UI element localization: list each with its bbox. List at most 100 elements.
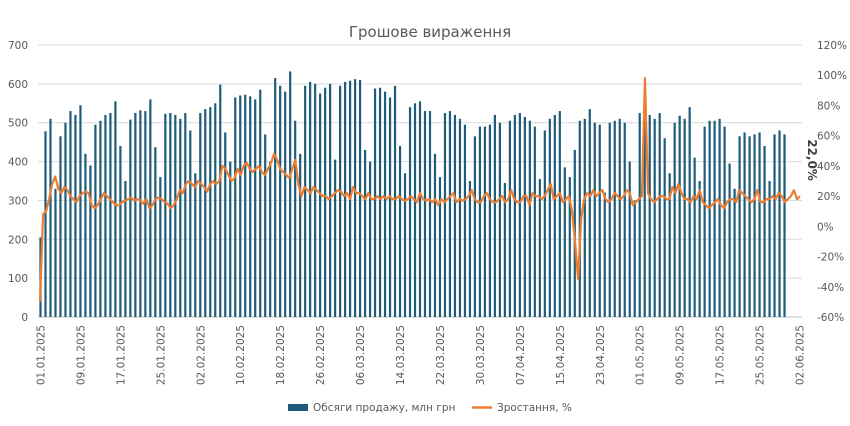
x-tick-label: 25.01.2025 — [155, 325, 167, 385]
bar — [553, 114, 556, 317]
x-tick-label: 23.04.2025 — [595, 325, 607, 385]
bar — [688, 107, 691, 318]
bar — [363, 149, 367, 317]
bar — [139, 110, 142, 317]
y-right-tick-label: 60% — [817, 131, 840, 143]
bar — [718, 118, 721, 317]
bar — [523, 116, 526, 317]
bar — [234, 97, 237, 317]
y-left-tick-label: 700 — [8, 40, 28, 52]
bar — [353, 79, 357, 318]
bar — [518, 113, 521, 317]
bar — [309, 81, 312, 318]
bar — [249, 96, 252, 317]
bar — [314, 83, 317, 317]
bar — [254, 99, 257, 318]
bar — [763, 146, 766, 317]
y-left-tick-label: 300 — [8, 195, 28, 207]
bar — [279, 85, 282, 317]
bar — [244, 94, 247, 317]
bar — [653, 118, 656, 317]
y-axis-left: 0 100 200 300 400 500 600 700 — [8, 40, 28, 324]
bar — [343, 81, 347, 318]
bar — [663, 138, 666, 317]
bar — [44, 131, 47, 317]
bar — [738, 136, 741, 317]
bar — [558, 111, 561, 317]
y-right-tick-label: 120% — [817, 40, 847, 52]
y-right-tick-label: 80% — [817, 100, 840, 112]
bar — [598, 124, 601, 318]
y-left-tick-label: 0 — [21, 312, 28, 324]
bar — [383, 91, 387, 317]
bar — [59, 136, 62, 317]
growth-line — [38, 77, 801, 302]
bar — [463, 124, 467, 318]
bar — [578, 120, 581, 318]
bar — [778, 130, 781, 317]
bar — [319, 93, 322, 317]
bar — [264, 134, 267, 317]
bar — [304, 85, 307, 317]
bar — [478, 126, 482, 317]
bar — [593, 122, 596, 317]
bar — [408, 107, 412, 318]
x-tick-label: 02.06.2025 — [795, 325, 807, 385]
legend-swatch-bars — [288, 404, 308, 411]
bar — [289, 71, 292, 318]
bar — [99, 120, 102, 318]
x-tick-label: 22.03.2025 — [435, 325, 447, 385]
bar — [339, 85, 342, 317]
bar — [468, 181, 472, 317]
bar — [169, 113, 172, 317]
bar — [483, 126, 487, 317]
bar — [678, 115, 681, 317]
y-right-tick-label: -40% — [817, 282, 844, 294]
bar — [698, 181, 701, 317]
bar — [733, 188, 736, 317]
bar — [658, 113, 661, 317]
bar — [94, 124, 97, 318]
bar — [64, 122, 67, 317]
bar — [418, 101, 422, 317]
bar — [633, 200, 636, 317]
bar — [503, 182, 506, 317]
y-right-tick-label: -20% — [817, 252, 844, 264]
bar — [758, 132, 761, 317]
bar — [568, 177, 571, 317]
x-axis: 01.01.2025 09.01.2025 17.01.2025 25.01.2025… — [36, 325, 807, 385]
x-tick-label: 09.01.2025 — [75, 325, 87, 385]
bar — [603, 192, 606, 317]
x-tick-label: 10.02.2025 — [235, 325, 247, 385]
bar — [683, 118, 686, 317]
bar — [49, 118, 52, 317]
bar — [548, 118, 551, 317]
bar — [423, 111, 427, 317]
bar — [613, 120, 616, 318]
bar — [493, 114, 497, 317]
bar — [773, 134, 776, 317]
bar — [433, 153, 437, 317]
bar — [723, 126, 726, 317]
bar — [448, 111, 452, 317]
bar — [563, 167, 566, 317]
bar — [334, 159, 337, 317]
bar — [54, 188, 57, 317]
bar — [284, 91, 287, 317]
bar — [458, 118, 462, 317]
bar-series — [39, 71, 786, 318]
bar — [239, 95, 242, 317]
bar — [473, 136, 477, 317]
y-right-tick-label: 0% — [817, 221, 834, 233]
bar — [783, 134, 786, 317]
x-tick-label: 17.05.2025 — [715, 325, 727, 385]
bar — [269, 161, 272, 317]
bar — [229, 161, 232, 317]
x-tick-label: 01.05.2025 — [635, 325, 647, 385]
bar — [703, 126, 706, 317]
bar — [528, 120, 531, 318]
bar — [214, 103, 217, 318]
bar — [154, 147, 157, 317]
x-tick-label: 07.04.2025 — [515, 325, 527, 385]
bar — [583, 118, 586, 317]
